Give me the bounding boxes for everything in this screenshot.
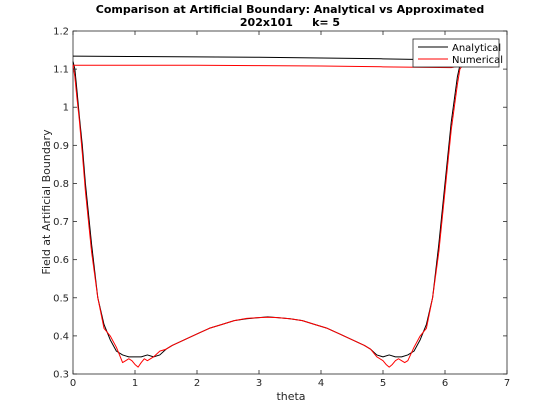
x-tick-label: 1 — [132, 378, 138, 389]
legend: Analytical Numerical — [412, 38, 503, 68]
y-tick-label: 1 — [63, 103, 69, 114]
y-tick-label: 0.9 — [53, 141, 69, 152]
y-tick-label: 0.3 — [53, 370, 69, 381]
y-tick-label: 0.6 — [53, 255, 69, 266]
y-tick-label: 1.1 — [53, 65, 69, 76]
x-tick-label: 5 — [380, 378, 386, 389]
y-tick-label: 1.2 — [53, 27, 69, 38]
y-tick-label: 0.7 — [53, 217, 69, 228]
x-tick-label: 2 — [194, 378, 200, 389]
series-layer — [72, 55, 464, 368]
chart-subtitle: 202x101 k= 5 — [240, 16, 340, 29]
legend-label-numerical: Numerical — [452, 55, 503, 66]
y-axis-label: Field at Artificial Boundary — [40, 129, 53, 275]
y-tick-label: 0.8 — [53, 179, 69, 190]
x-tick-label: 7 — [504, 378, 510, 389]
chart-title: Comparison at Artificial Boundary: Analy… — [96, 3, 484, 16]
series-line-numerical — [72, 64, 464, 368]
legend-label-analytical: Analytical — [452, 43, 501, 54]
x-tick-label: 3 — [256, 378, 262, 389]
y-tick-label: 0.4 — [53, 331, 69, 342]
x-tick-label: 4 — [318, 378, 324, 389]
x-axis-label: theta — [276, 390, 305, 403]
tick-layer: 0 1 2 3 4 5 6 7 0.3 0.4 0.5 0.6 0.7 0.8 0.9 1 1.1 1.2 — [53, 27, 510, 390]
legend-box — [412, 38, 500, 68]
x-tick-label: 0 — [70, 378, 76, 389]
x-tick-label: 6 — [442, 378, 448, 389]
plot-area — [72, 30, 508, 375]
axes-box — [72, 30, 508, 375]
y-tick-label: 0.5 — [53, 293, 69, 304]
